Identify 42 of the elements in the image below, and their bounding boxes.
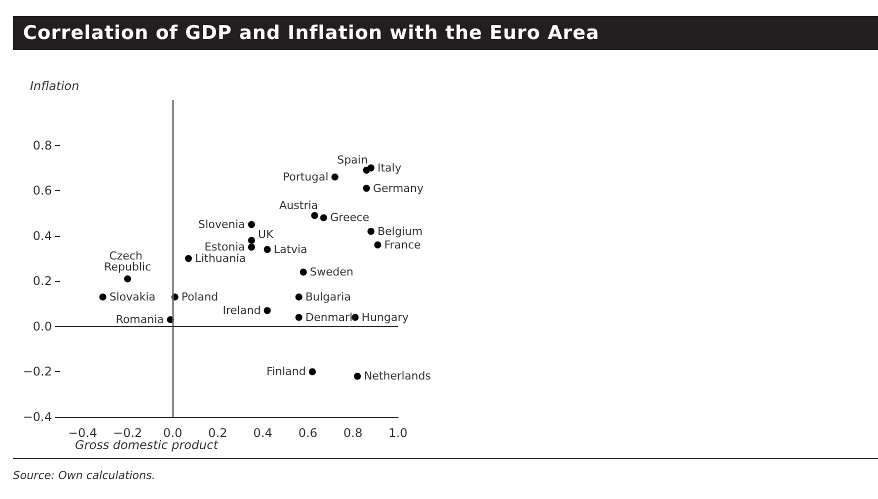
series-label: Latvia [274, 242, 308, 256]
x-tick-label: 1.0 [388, 426, 408, 440]
x-tick-label: 0.6 [298, 426, 318, 440]
y-tick-label: 0.8 [32, 138, 52, 152]
series-label: Romania [116, 313, 164, 326]
series-label: Slovakia [109, 290, 156, 304]
series-label: Estonia [204, 240, 246, 254]
series-label: Lithuania [194, 252, 246, 265]
x-tick-label: −0.4 [68, 426, 98, 440]
series-label: Germany [372, 182, 424, 195]
series-label: Netherlands [364, 370, 432, 383]
series-label: Hungary [362, 310, 410, 324]
series-label: Spain [337, 154, 368, 167]
series-label: Ireland [222, 304, 261, 318]
chart-title: Correlation of GDP and Inflation with the Euro Area [13, 16, 878, 50]
source-note: Source: Own calculations. [13, 458, 878, 482]
series-label: Finland [266, 365, 306, 378]
x-axis-title: Gross domestic product [75, 438, 218, 452]
y-tick-label: 0.4 [32, 228, 52, 243]
series-label: Belgium [377, 224, 423, 238]
y-tick-label: −0.4 [22, 410, 52, 424]
series-label: Italy [377, 161, 402, 174]
series-label: Sweden [310, 266, 354, 279]
x-tick-label: 0.2 [208, 426, 228, 440]
y-tick-label: 0.6 [32, 184, 52, 198]
series-label: Austria [279, 198, 318, 212]
series-label: Greece [330, 211, 370, 224]
x-tick-label: 0.4 [253, 426, 272, 440]
x-tick-label: 0.0 [163, 426, 182, 440]
series-label: Poland [181, 290, 218, 304]
series-label: Portugal [282, 170, 328, 184]
series-label: Slovenia [198, 218, 246, 232]
series-label: UK [258, 228, 274, 241]
series-label: Bulgaria [305, 290, 351, 304]
x-tick-label: −0.2 [113, 426, 142, 440]
y-tick-label: 0.2 [32, 274, 52, 288]
y-tick-label: 0.0 [32, 319, 52, 334]
x-tick-label: 0.8 [343, 426, 362, 440]
y-axis-title: Inflation [30, 79, 80, 93]
series-label: Czech Republic [104, 249, 152, 274]
y-tick-label: −0.2 [22, 364, 52, 379]
series-label: France [384, 238, 422, 252]
